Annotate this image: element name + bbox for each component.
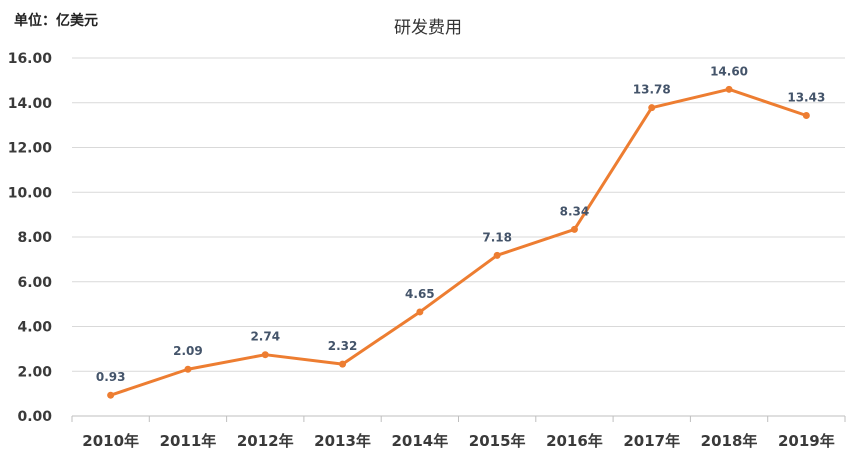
data-point (416, 308, 424, 316)
x-tick-label: 2012年 (237, 432, 294, 450)
x-tick-label: 2019年 (778, 432, 835, 450)
chart-title: 研发费用 (394, 18, 462, 38)
data-point (802, 112, 810, 120)
data-point (107, 391, 115, 399)
data-point (648, 104, 656, 112)
x-tick-label: 2010年 (82, 432, 139, 450)
data-label: 13.43 (787, 91, 825, 105)
data-point (493, 251, 501, 259)
x-tick-label: 2018年 (701, 432, 758, 450)
data-point (339, 360, 347, 368)
data-point (725, 85, 733, 93)
x-tick-label: 2017年 (623, 432, 680, 450)
x-tick-label: 2013年 (314, 432, 371, 450)
y-tick-label: 10.00 (8, 185, 53, 201)
unit-label: 单位：亿美元 (14, 12, 98, 29)
data-label: 4.65 (405, 287, 435, 301)
x-tick-label: 2011年 (160, 432, 217, 450)
series-group (107, 85, 810, 399)
data-label: 7.18 (482, 230, 512, 244)
y-tick-label: 4.00 (17, 320, 52, 336)
data-label: 8.34 (560, 204, 590, 218)
x-tick-label: 2014年 (391, 432, 448, 450)
data-point (184, 365, 192, 373)
data-label: 2.09 (173, 344, 203, 358)
x-tick-label: 2016年 (546, 432, 603, 450)
data-label: 0.93 (96, 370, 126, 384)
data-label: 13.78 (633, 83, 671, 97)
data-point (261, 351, 269, 359)
y-tick-label: 8.00 (17, 230, 52, 246)
y-tick-label: 2.00 (17, 364, 52, 380)
data-label: 14.60 (710, 64, 748, 78)
y-tick-label: 6.00 (17, 275, 52, 291)
y-tick-label: 16.00 (8, 51, 53, 67)
x-axis-ticks: 2010年 2011年 2012年 2013年 2014年 2015年 2016年 2017年… (82, 432, 834, 450)
data-labels: 0.93 2.09 2.74 2.32 4.65 7.18 8.34 13.78 14.60 13… (96, 64, 825, 384)
gridlines (71, 57, 846, 422)
y-tick-label: 12.00 (8, 141, 53, 157)
series-line (110, 87, 807, 397)
data-label: 2.74 (250, 330, 280, 344)
data-point (570, 225, 578, 233)
y-tick-label: 14.00 (8, 96, 53, 112)
y-tick-label: 0.00 (17, 409, 52, 425)
data-label: 2.32 (328, 339, 358, 353)
x-tick-label: 2015年 (469, 432, 526, 450)
y-axis-ticks: 0.00 2.00 4.00 6.00 8.00 10.00 12.00 14.00 16.00 (8, 51, 53, 425)
